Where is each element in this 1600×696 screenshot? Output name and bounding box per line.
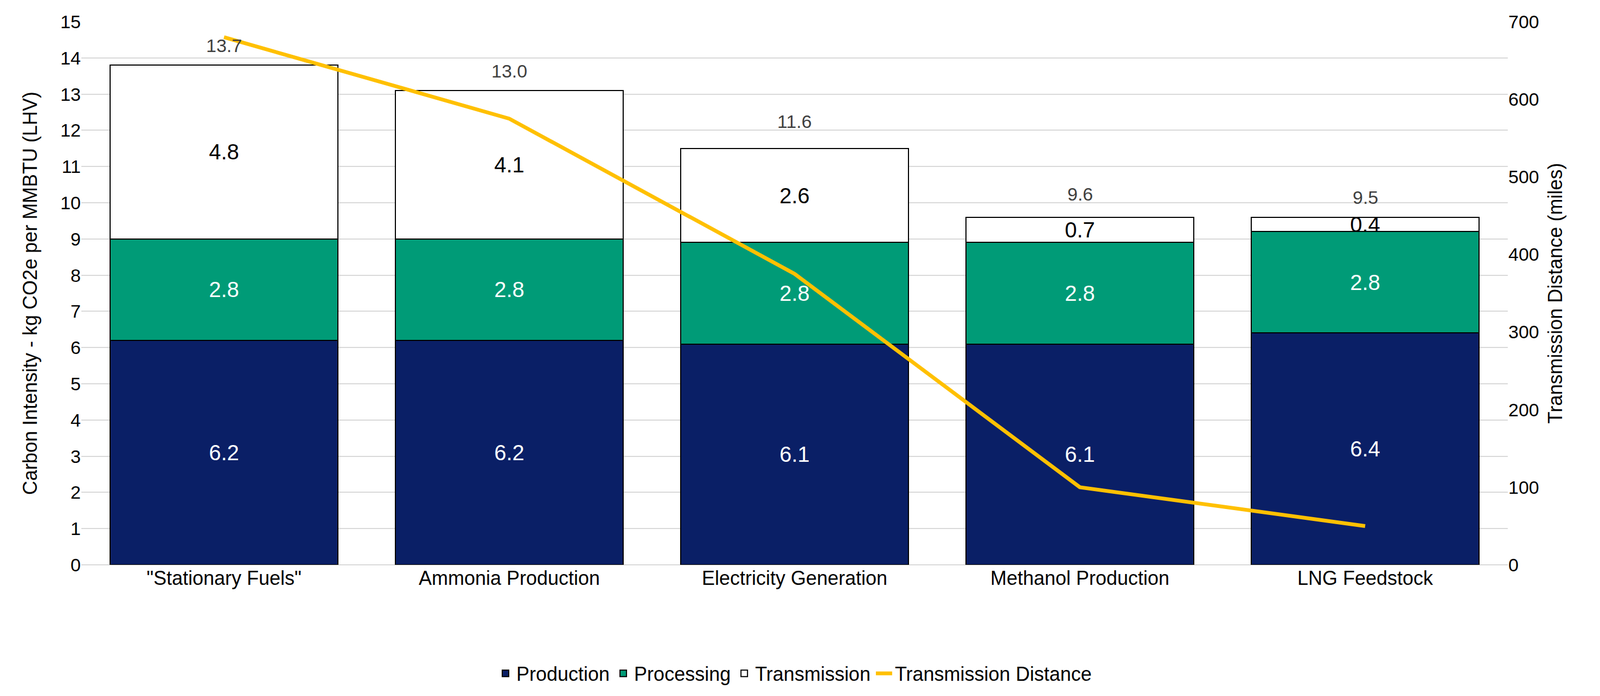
svg-text:2.6: 2.6 [779, 183, 810, 208]
svg-text:Production: Production [516, 663, 610, 686]
svg-text:3: 3 [70, 446, 81, 467]
svg-text:9.6: 9.6 [1067, 183, 1093, 205]
svg-text:0: 0 [1508, 554, 1519, 576]
svg-text:700: 700 [1508, 11, 1540, 32]
svg-text:500: 500 [1508, 166, 1540, 188]
svg-text:Ammonia Production: Ammonia Production [418, 567, 600, 590]
svg-text:14: 14 [60, 47, 81, 69]
svg-text:2.8: 2.8 [1064, 281, 1096, 306]
svg-text:6.4: 6.4 [1349, 437, 1381, 462]
svg-text:6: 6 [70, 337, 81, 358]
svg-text:12: 12 [60, 119, 81, 141]
svg-text:200: 200 [1508, 399, 1540, 421]
svg-text:400: 400 [1508, 244, 1540, 265]
svg-text:Carbon Intensity - kg CO2e per: Carbon Intensity - kg CO2e per MMBTU (LH… [18, 91, 42, 496]
svg-text:600: 600 [1508, 88, 1540, 110]
svg-text:6.2: 6.2 [208, 440, 240, 465]
svg-text:8: 8 [70, 265, 81, 286]
svg-text:"Stationary Fuels": "Stationary Fuels" [146, 567, 302, 590]
svg-text:15: 15 [60, 11, 81, 32]
svg-text:Processing: Processing [634, 663, 731, 686]
svg-text:LNG Feedstock: LNG Feedstock [1297, 567, 1434, 590]
svg-text:100: 100 [1508, 477, 1540, 498]
svg-text:9: 9 [70, 228, 81, 250]
svg-text:1: 1 [70, 518, 81, 540]
svg-text:2.8: 2.8 [779, 281, 810, 306]
svg-text:6.1: 6.1 [779, 442, 810, 467]
svg-text:2.8: 2.8 [208, 277, 240, 302]
svg-text:7: 7 [70, 301, 81, 322]
svg-text:2.8: 2.8 [1349, 270, 1381, 295]
svg-text:4: 4 [70, 410, 81, 431]
svg-text:4.8: 4.8 [208, 139, 240, 164]
svg-text:13: 13 [60, 84, 81, 105]
svg-text:5: 5 [70, 373, 81, 395]
svg-text:0.7: 0.7 [1064, 218, 1096, 242]
svg-text:0.4: 0.4 [1349, 212, 1381, 237]
svg-text:Transmission Distance: Transmission Distance [894, 663, 1092, 686]
svg-text:2.8: 2.8 [494, 277, 525, 302]
svg-text:9.5: 9.5 [1352, 187, 1379, 208]
svg-text:13.0: 13.0 [491, 60, 528, 82]
svg-text:Transmission Distance (miles): Transmission Distance (miles) [1544, 163, 1567, 425]
svg-text:Transmission: Transmission [754, 663, 871, 686]
svg-text:300: 300 [1508, 321, 1540, 343]
svg-text:11: 11 [61, 156, 81, 177]
svg-text:13.7: 13.7 [206, 35, 242, 56]
svg-text:6.1: 6.1 [1064, 442, 1096, 467]
svg-text:11.6: 11.6 [777, 111, 812, 132]
svg-text:4.1: 4.1 [494, 152, 525, 177]
svg-text:6.2: 6.2 [494, 440, 525, 465]
svg-text:10: 10 [60, 192, 81, 214]
svg-text:0: 0 [70, 554, 81, 576]
svg-text:Methanol Production: Methanol Production [990, 567, 1170, 590]
svg-text:2: 2 [70, 482, 81, 503]
svg-text:Electricity Generation: Electricity Generation [701, 567, 888, 590]
